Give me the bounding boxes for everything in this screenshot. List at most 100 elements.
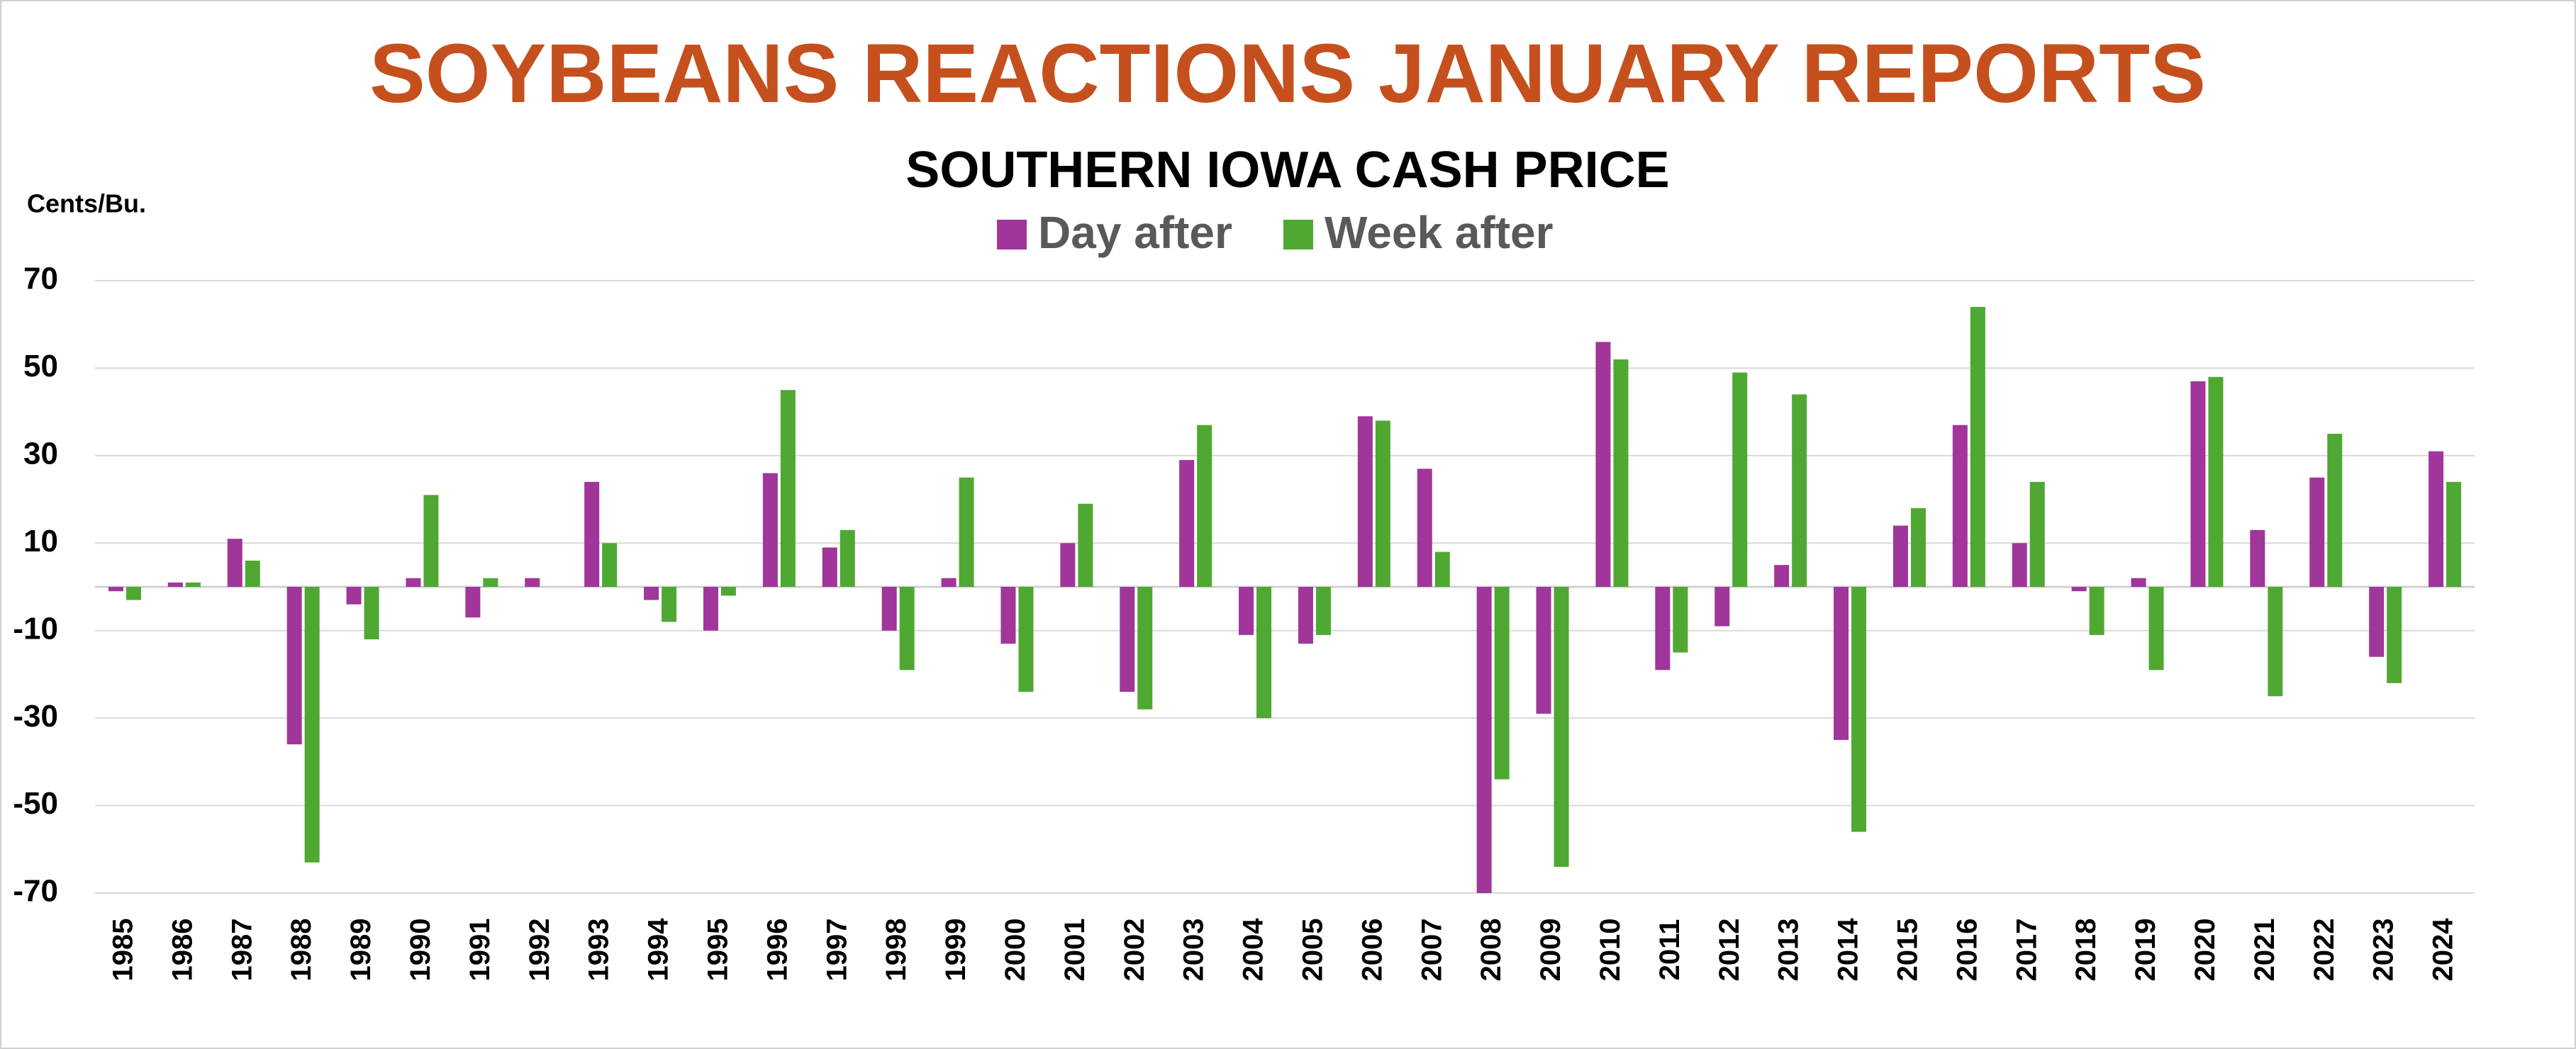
bar (1714, 587, 1730, 627)
legend-swatch (997, 220, 1027, 249)
bar (227, 539, 242, 587)
bar (1315, 587, 1331, 635)
x-tick-label: 2001 (1059, 919, 1091, 982)
x-tick-label: 2004 (1238, 918, 1269, 982)
bar (1494, 587, 1510, 780)
bar (1910, 507, 1926, 587)
x-tick-label: 2005 (1298, 919, 1329, 982)
bar (881, 587, 897, 631)
x-tick-label: 2019 (2130, 919, 2161, 982)
x-tick-label: 1985 (108, 919, 139, 982)
bar (1655, 587, 1671, 671)
bar (2071, 587, 2087, 592)
x-tick-label: 2018 (2070, 919, 2102, 982)
x-tick-label: 2024 (2428, 918, 2459, 982)
bar (720, 587, 736, 596)
y-axis-label: Cents/Bu. (27, 189, 146, 218)
bar (762, 473, 778, 587)
bar (1137, 587, 1153, 709)
x-tick-label: 2000 (1000, 919, 1031, 982)
bar (185, 582, 201, 587)
bar (1357, 416, 1373, 587)
y-tick-label: -30 (13, 699, 58, 734)
x-tick-label: 1997 (821, 919, 852, 982)
bar (1673, 587, 1688, 653)
x-tick-label: 2003 (1178, 919, 1210, 982)
x-tick-label: 1987 (226, 919, 257, 982)
bar (822, 547, 837, 587)
bar (1792, 394, 1807, 587)
bar (406, 578, 421, 587)
x-tick-label: 2022 (2309, 919, 2340, 982)
bar (602, 543, 618, 587)
bar (167, 582, 183, 587)
bar (1120, 587, 1135, 692)
bar (2429, 451, 2444, 587)
y-tick-label: 70 (23, 262, 58, 296)
bar (465, 587, 481, 618)
bar (840, 529, 855, 587)
bar (1197, 425, 1212, 587)
x-tick-label: 2013 (1773, 919, 1805, 982)
bar (941, 578, 957, 587)
bar (2190, 381, 2206, 587)
x-tick-label: 2007 (1416, 919, 1447, 982)
bar (644, 587, 659, 600)
x-tick-label: 2009 (1535, 919, 1566, 982)
bar (2250, 529, 2265, 587)
bar (304, 587, 320, 863)
x-tick-label: 1992 (524, 919, 555, 982)
bar (2089, 587, 2104, 635)
bar (1892, 525, 1908, 587)
x-tick-label: 2014 (1833, 918, 1864, 982)
bar (1179, 460, 1195, 587)
chart-title: SOYBEANS REACTIONS JANUARY REPORTS (369, 27, 2206, 120)
x-tick-label: 2021 (2249, 919, 2280, 982)
bar (1774, 565, 1790, 587)
bar (1239, 587, 1254, 635)
bar (1834, 587, 1849, 740)
y-tick-label: -70 (13, 874, 58, 909)
bar (108, 587, 123, 592)
y-tick-label: 50 (23, 349, 58, 383)
x-tick-label: 1990 (405, 919, 436, 982)
bar (2268, 587, 2283, 697)
x-tick-label: 1994 (643, 918, 674, 982)
y-tick-label: -10 (13, 611, 58, 646)
bar (1554, 587, 1569, 867)
bar (2446, 481, 2462, 587)
x-tick-label: 2006 (1356, 919, 1388, 982)
legend-label: Day after (1038, 207, 1232, 258)
x-tick-label: 1999 (940, 919, 971, 982)
bar (1298, 587, 1313, 644)
bar (1970, 307, 1985, 587)
bar (1434, 551, 1450, 587)
bar (2387, 587, 2402, 683)
x-tick-label: 2015 (1892, 919, 1924, 982)
legend-swatch (1283, 220, 1313, 249)
x-tick-label: 1996 (762, 919, 793, 982)
y-tick-label: 30 (23, 436, 58, 471)
bar (1732, 372, 1748, 587)
bar (423, 495, 439, 587)
bar (1613, 359, 1629, 587)
x-tick-label: 1989 (345, 919, 377, 982)
x-tick-label: 1991 (464, 919, 496, 982)
x-tick-label: 1988 (286, 919, 317, 982)
bar (126, 587, 141, 600)
bar (780, 390, 796, 587)
bar (1417, 469, 1432, 587)
y-tick-label: 10 (23, 524, 58, 559)
bar (2208, 376, 2224, 587)
chart-subtitle: SOUTHERN IOWA CASH PRICE (905, 142, 1669, 198)
x-tick-label: 2011 (1654, 919, 1685, 981)
bar (1536, 587, 1551, 714)
x-tick-label: 2016 (1951, 919, 1983, 982)
bar (2309, 477, 2325, 587)
bar (2148, 587, 2164, 671)
bar (1000, 587, 1016, 644)
x-tick-label: 2020 (2190, 919, 2221, 982)
bar (2131, 578, 2146, 587)
